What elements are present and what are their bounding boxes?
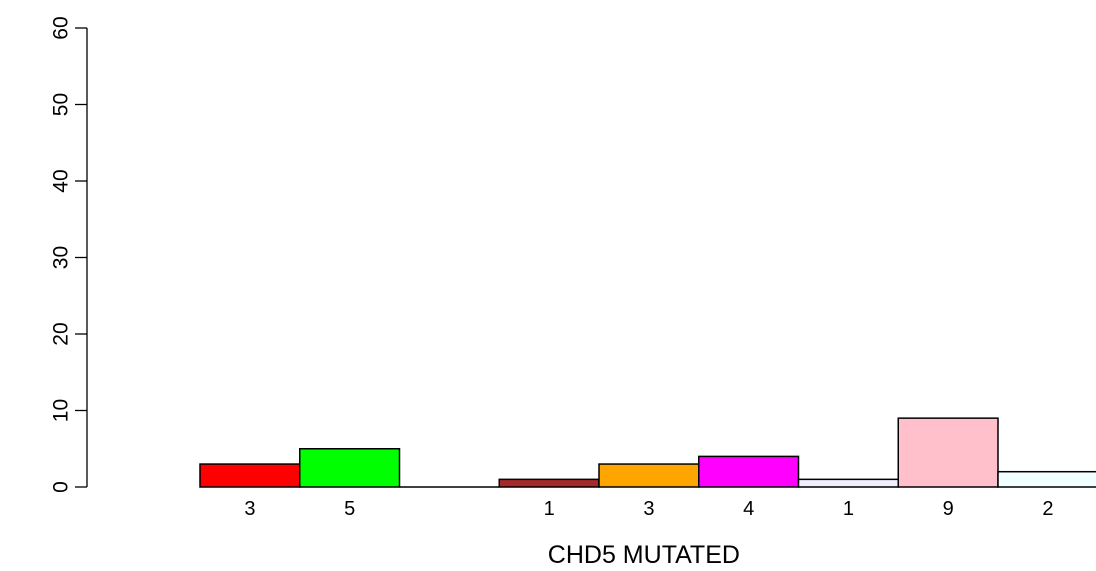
bar — [698, 455, 800, 488]
y-tick-label: 60 — [50, 16, 73, 39]
bar — [299, 448, 401, 488]
bar — [199, 463, 301, 488]
y-tick-label: 40 — [50, 169, 73, 192]
bar-value-labels: 3 5 1 3 4 1 9 2 — [244, 498, 1053, 520]
y-tick-label: 10 — [50, 399, 73, 422]
y-tick-label: 0 — [50, 481, 73, 493]
bar-value-label: 3 — [643, 498, 654, 520]
bar-value-label: 9 — [943, 498, 954, 520]
bar-value-label: 3 — [244, 498, 255, 520]
bar-value-label: 4 — [743, 498, 754, 520]
bar-value-label: 1 — [544, 498, 555, 520]
bar — [797, 478, 899, 488]
bar — [897, 417, 999, 488]
y-axis: 0 10 20 30 40 50 60 — [50, 16, 88, 493]
bar-value-label: 2 — [1042, 498, 1053, 520]
bar — [598, 463, 700, 488]
y-tick-label: 20 — [50, 322, 73, 345]
bars — [199, 417, 1096, 488]
bar-value-label: 1 — [843, 498, 854, 520]
x-axis-title: CHD5 MUTATED — [548, 541, 740, 569]
y-tick-label: 50 — [50, 93, 73, 116]
bar-value-label: 5 — [344, 498, 355, 520]
y-tick-label: 30 — [50, 246, 73, 269]
bar — [997, 470, 1096, 488]
bar — [498, 478, 600, 488]
